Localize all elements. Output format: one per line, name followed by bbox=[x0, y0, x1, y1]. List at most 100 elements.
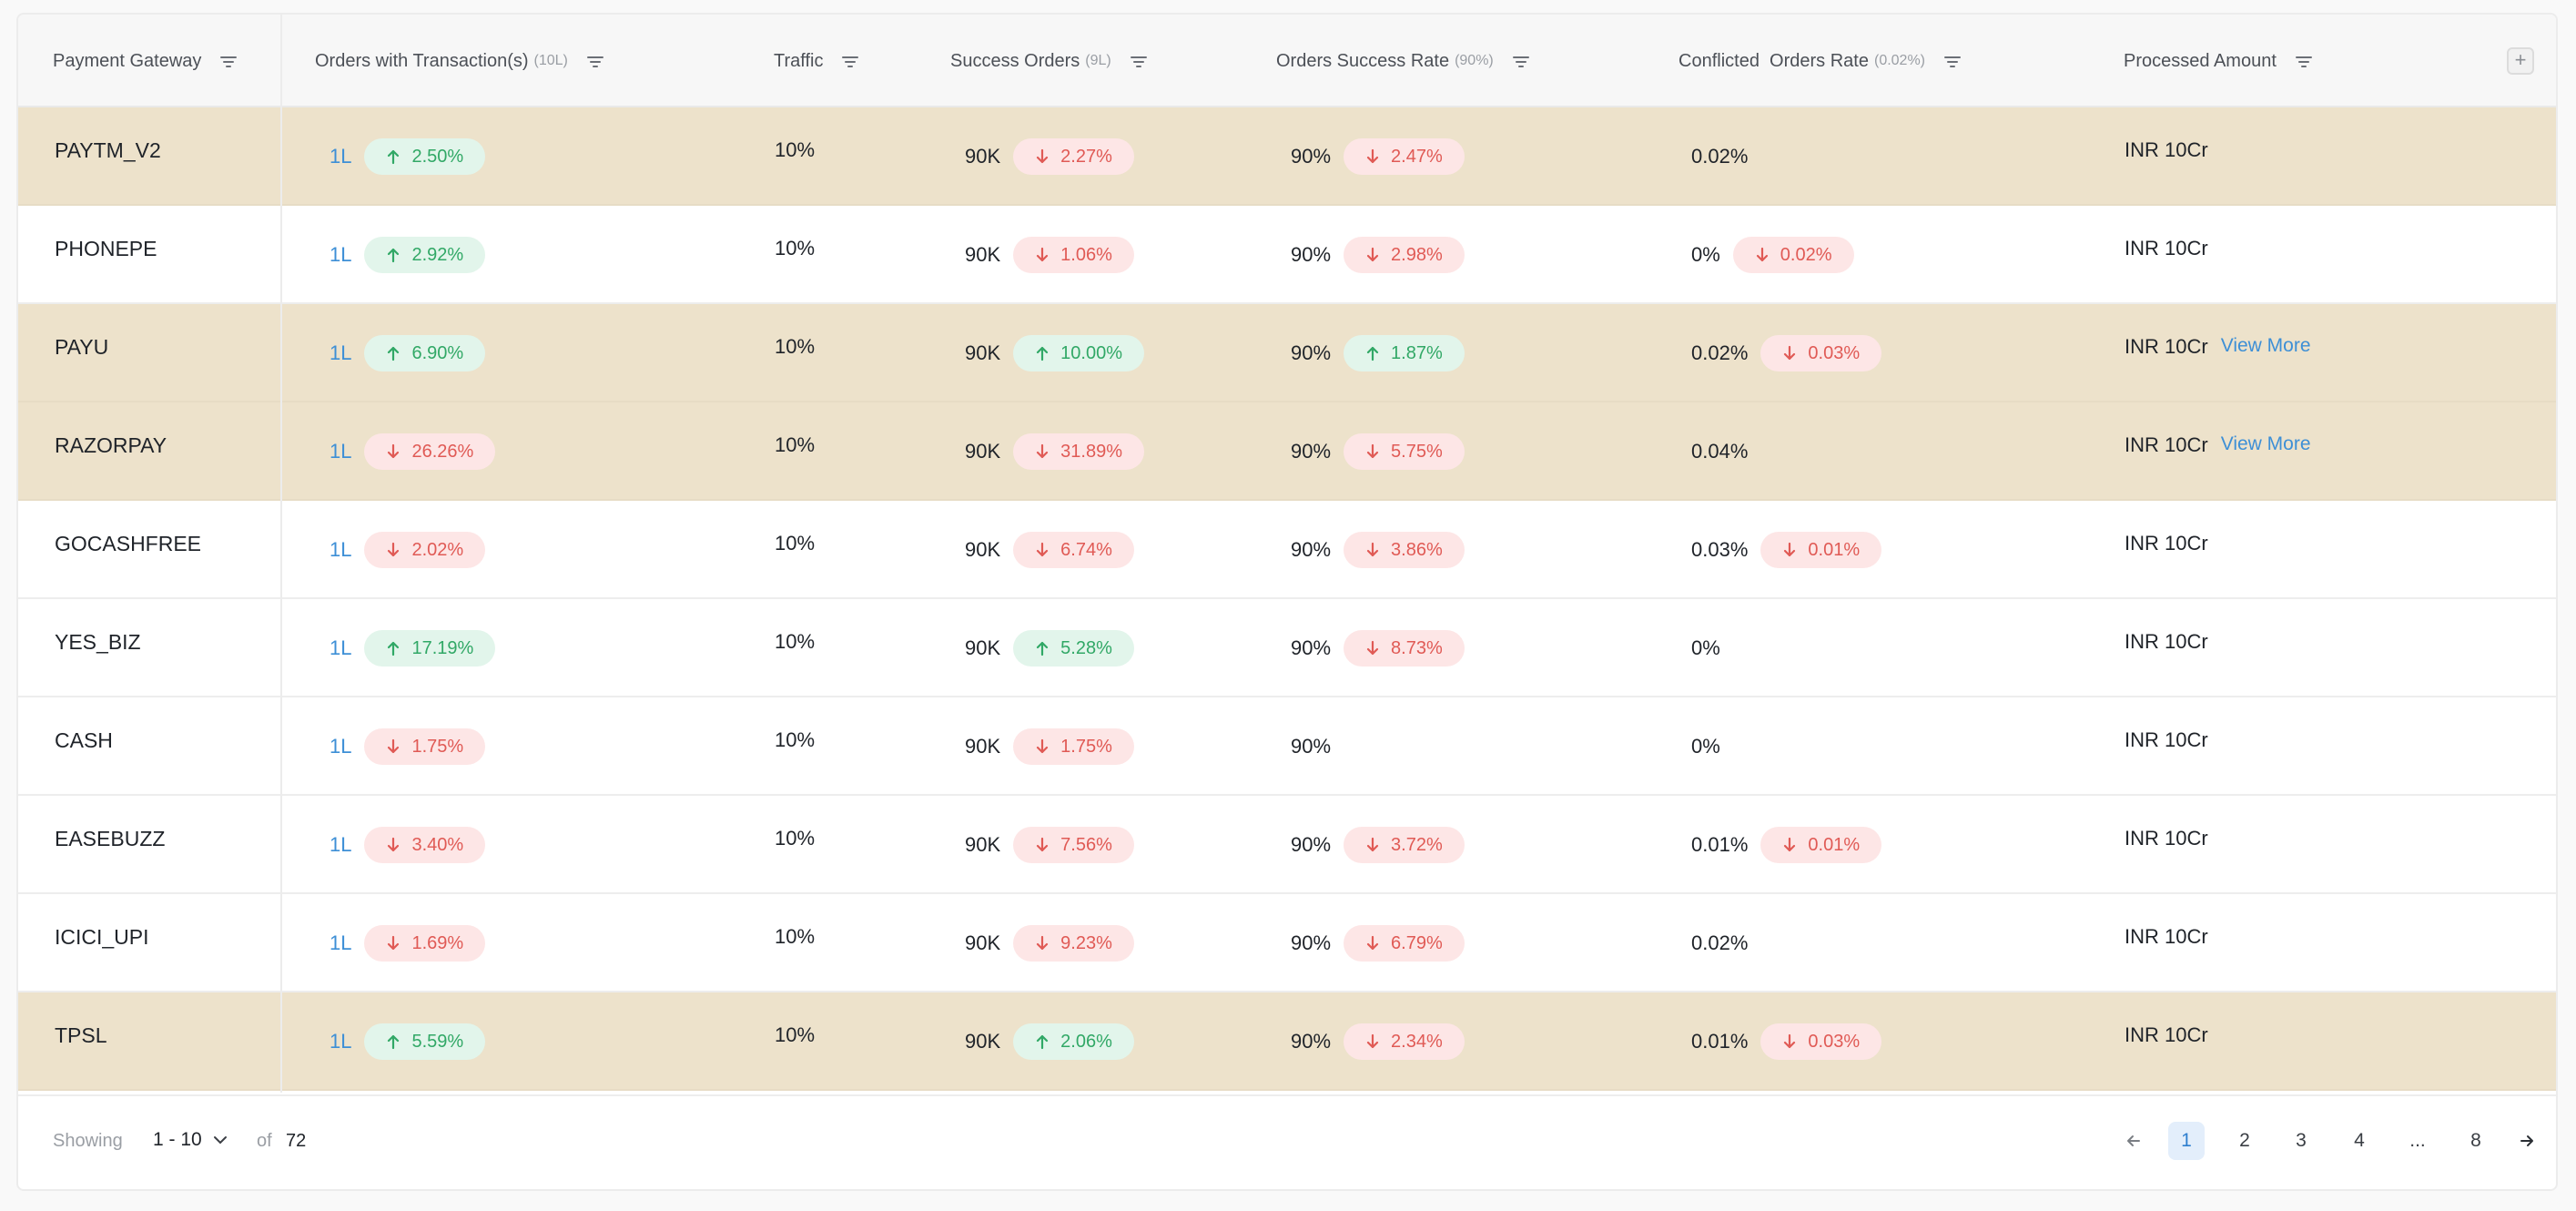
filter-icon[interactable] bbox=[219, 54, 238, 68]
amount-value: INR 10Cr bbox=[2125, 925, 2208, 948]
delta-badge: 0.03% bbox=[1760, 335, 1882, 371]
cell-value: 90% bbox=[1291, 735, 1332, 758]
prev-page-button[interactable] bbox=[2115, 1122, 2152, 1160]
table-row[interactable]: PHONEPE 1L 2.92% 10% 90K 1.06% 90% 2.98% 0% 0.02%… bbox=[18, 206, 2556, 304]
conflicted-rate-cell: 0.02% bbox=[1691, 894, 1760, 992]
gateway-table-card: Payment Gateway Orders with Transaction(… bbox=[16, 13, 2558, 1191]
col-header-total: (90%) bbox=[1455, 53, 1494, 68]
delta-value: 9.23% bbox=[1060, 932, 1112, 953]
arrow-up-icon bbox=[388, 346, 400, 361]
col-header-orders-success-rate[interactable]: Orders Success Rate (90%) bbox=[1276, 15, 1530, 107]
table-row[interactable]: GOCASHFREE 1L 2.02% 10% 90K 6.74% 90% 3.86% 0.03… bbox=[18, 501, 2556, 599]
table-row[interactable]: PAYU 1L 6.90% 10% 90K 10.00% 90% 1.87% 0.02% 0.03… bbox=[18, 304, 2556, 402]
table-row[interactable]: CASH 1L 1.75% 10% 90K 1.75% 90% 0% INR 10Cr bbox=[18, 697, 2556, 796]
page-button-1[interactable]: 1 bbox=[2168, 1122, 2205, 1160]
delta-badge: 2.50% bbox=[364, 138, 486, 175]
traffic-value: 10% bbox=[775, 138, 816, 161]
cell-value: 1L bbox=[330, 440, 352, 463]
table-row[interactable]: YES_BIZ 1L 17.19% 10% 90K 5.28% 90% 8.73% 0% INR … bbox=[18, 599, 2556, 697]
column-divider bbox=[280, 15, 282, 1093]
cell-value: 90% bbox=[1291, 636, 1332, 659]
delta-value: 1.75% bbox=[411, 736, 464, 757]
col-header-traffic[interactable]: Traffic bbox=[774, 15, 859, 107]
table-row[interactable]: RAZORPAY 1L 26.26% 10% 90K 31.89% 90% 5.75% 0.04… bbox=[18, 402, 2556, 501]
add-column-button[interactable]: + bbox=[2507, 47, 2534, 75]
arrow-up-icon bbox=[1037, 1034, 1049, 1050]
delta-badge: 3.86% bbox=[1344, 532, 1465, 568]
cell-value: 1L bbox=[330, 145, 352, 168]
col-header-label: Orders with Transaction(s) bbox=[315, 50, 529, 71]
arrow-up-icon bbox=[388, 641, 400, 656]
col-header-orders-with-transactions[interactable]: Orders with Transaction(s) (10L) bbox=[315, 15, 604, 107]
delta-badge: 9.23% bbox=[1013, 925, 1134, 962]
filter-icon[interactable] bbox=[586, 54, 604, 68]
page-size-select[interactable]: 1 - 10 bbox=[153, 1129, 228, 1151]
view-more-link[interactable]: View More bbox=[2220, 433, 2311, 454]
delta-value: 7.56% bbox=[1060, 834, 1112, 855]
amount-value: INR 10Cr bbox=[2125, 630, 2208, 653]
page-button-8[interactable]: 8 bbox=[2470, 1130, 2481, 1151]
delta-badge: 3.40% bbox=[364, 827, 486, 863]
arrow-up-icon bbox=[388, 248, 400, 263]
cell-value: 90% bbox=[1291, 341, 1332, 364]
gateway-name: TPSL bbox=[55, 1023, 107, 1047]
page-button-2[interactable]: 2 bbox=[2239, 1130, 2250, 1151]
col-header-conflicted-orders-rate[interactable]: Conflicted Orders Rate (0.02%) bbox=[1678, 15, 1962, 107]
delta-badge: 1.06% bbox=[1013, 237, 1134, 273]
filter-icon[interactable] bbox=[2295, 54, 2313, 68]
cell-value: 90K bbox=[965, 538, 1001, 561]
page-button-3[interactable]: 3 bbox=[2296, 1130, 2307, 1151]
conflicted-rate-cell: 0.02% 0.03% bbox=[1691, 304, 1882, 402]
arrow-down-icon bbox=[1756, 247, 1768, 262]
filter-icon[interactable] bbox=[1512, 54, 1530, 68]
cell-value: 0.02% bbox=[1691, 931, 1749, 954]
col-header-success-orders[interactable]: Success Orders (9L) bbox=[950, 15, 1148, 107]
delta-badge: 5.75% bbox=[1344, 433, 1465, 470]
processed-amount-cell: INR 10Cr View More bbox=[2125, 304, 2311, 402]
col-header-payment-gateway[interactable]: Payment Gateway bbox=[53, 15, 238, 107]
delta-value: 3.72% bbox=[1391, 834, 1443, 855]
orders-cell: 1L 1.75% bbox=[330, 697, 486, 796]
delta-value: 1.69% bbox=[411, 932, 464, 953]
delta-badge: 6.74% bbox=[1013, 532, 1134, 568]
delta-value: 6.90% bbox=[411, 342, 464, 363]
cell-value: 1L bbox=[330, 243, 352, 266]
table-row[interactable]: ICICI_UPI 1L 1.69% 10% 90K 9.23% 90% 6.79% 0.02%… bbox=[18, 894, 2556, 992]
col-header-label: Processed Amount bbox=[2124, 50, 2277, 71]
cell-value: 90% bbox=[1291, 1030, 1332, 1053]
conflicted-rate-cell: 0.02% bbox=[1691, 107, 1760, 206]
cell-value: 1L bbox=[330, 735, 352, 758]
delta-value: 5.75% bbox=[1391, 441, 1443, 462]
cell-value: 0% bbox=[1691, 243, 1720, 266]
delta-value: 2.06% bbox=[1060, 1031, 1112, 1052]
processed-amount-cell: INR 10Cr bbox=[2125, 206, 2208, 304]
arrow-down-icon bbox=[1037, 738, 1049, 754]
view-more-link[interactable]: View More bbox=[2220, 335, 2311, 356]
delta-badge: 2.34% bbox=[1344, 1023, 1465, 1060]
filter-icon[interactable] bbox=[841, 54, 859, 68]
delta-value: 2.98% bbox=[1391, 244, 1443, 265]
page-button-4[interactable]: 4 bbox=[2354, 1130, 2365, 1151]
delta-badge: 6.90% bbox=[364, 335, 486, 371]
table-row[interactable]: TPSL 1L 5.59% 10% 90K 2.06% 90% 2.34% 0.01% 0.03%… bbox=[18, 992, 2556, 1091]
col-header-label: Traffic bbox=[774, 50, 824, 71]
table-row[interactable]: EASEBUZZ 1L 3.40% 10% 90K 7.56% 90% 3.72% 0.01% 0… bbox=[18, 796, 2556, 894]
delta-value: 31.89% bbox=[1060, 441, 1122, 462]
next-page-button[interactable] bbox=[2509, 1122, 2545, 1160]
filter-icon[interactable] bbox=[1130, 54, 1148, 68]
arrow-down-icon bbox=[388, 837, 400, 852]
traffic-value: 10% bbox=[775, 630, 816, 653]
cell-value: 0.03% bbox=[1691, 538, 1749, 561]
amount-value: INR 10Cr bbox=[2125, 827, 2208, 850]
table-row[interactable]: PAYTM_V2 1L 2.50% 10% 90K 2.27% 90% 2.47% 0.02% I… bbox=[18, 107, 2556, 206]
filter-icon[interactable] bbox=[1943, 54, 1962, 68]
conflicted-rate-cell: 0% bbox=[1691, 599, 1733, 697]
delta-value: 0.03% bbox=[1808, 1031, 1861, 1052]
success-orders-cell: 90K 5.28% bbox=[965, 599, 1134, 697]
delta-badge: 6.79% bbox=[1344, 925, 1465, 962]
chevron-down-icon bbox=[213, 1135, 228, 1145]
cell-value: 1L bbox=[330, 833, 352, 856]
success-rate-cell: 90% 3.86% bbox=[1291, 501, 1465, 599]
col-header-processed-amount[interactable]: Processed Amount bbox=[2124, 15, 2313, 107]
gateway-name: GOCASHFREE bbox=[55, 532, 202, 555]
